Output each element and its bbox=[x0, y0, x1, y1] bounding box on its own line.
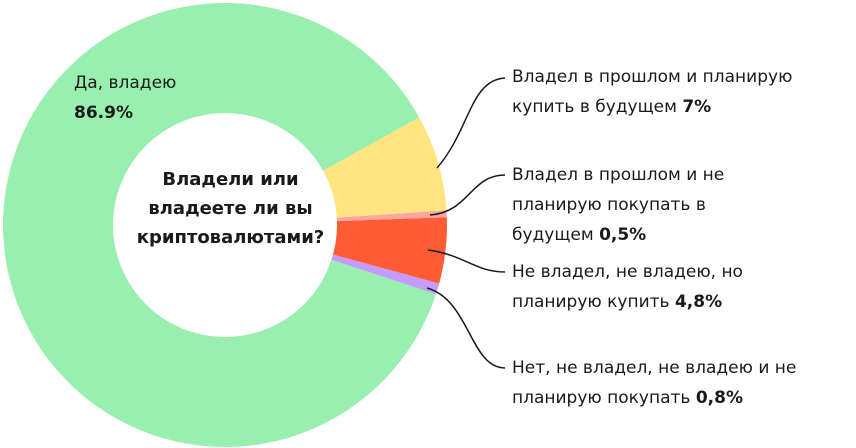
value-label: 86.9% bbox=[74, 103, 133, 123]
value-label: 0,8% bbox=[695, 388, 743, 408]
slice-label: Владел в прошлом и планирую купить в буд… bbox=[512, 62, 817, 122]
donut-slice bbox=[3, 2, 436, 448]
leader-line bbox=[427, 249, 506, 273]
category-label: Да, владею bbox=[74, 73, 177, 93]
category-label: Нет, не владел, не владею и не планирую … bbox=[512, 358, 797, 408]
leader-line bbox=[436, 77, 506, 169]
value-label: 4,8% bbox=[674, 292, 723, 312]
category-label: Не владел, не владею, но планирую купить bbox=[512, 262, 743, 312]
value-label: 0,5% bbox=[599, 225, 647, 245]
center-label: Владели или владеете ли вы криптовалютам… bbox=[136, 169, 325, 248]
leader-line bbox=[426, 287, 506, 369]
slice-label: Да, владею 86.9% bbox=[74, 68, 204, 128]
slice-label: Не владел, не владею, но планирую купить… bbox=[512, 257, 772, 317]
leader-line bbox=[429, 174, 506, 216]
category-label: Владел в прошлом и планирую купить в буд… bbox=[512, 67, 793, 117]
category-label: Владел в прошлом и не планирую покупать … bbox=[512, 165, 725, 245]
value-label: 7% bbox=[682, 97, 712, 117]
donut-slice bbox=[333, 217, 447, 284]
donut-slice bbox=[322, 117, 447, 218]
donut-slice bbox=[336, 210, 447, 222]
slice-label: Нет, не владел, не владею и не планирую … bbox=[512, 353, 832, 413]
donut-slice bbox=[331, 254, 440, 295]
slice-label: Владел в прошлом и не планирую покупать … bbox=[512, 160, 772, 250]
